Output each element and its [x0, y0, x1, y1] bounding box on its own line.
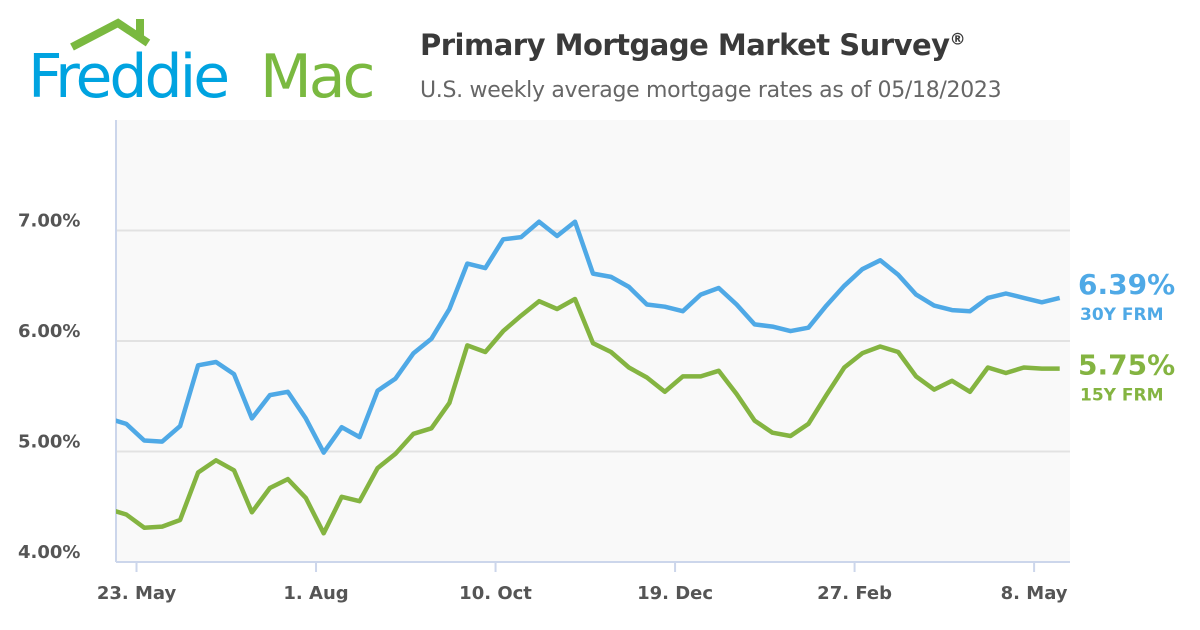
y-tick-label: 5.00% [18, 432, 80, 453]
x-tick-label: 1. Aug [283, 583, 348, 604]
y-tick-label: 6.00% [18, 321, 80, 342]
x-tick-label: 23. May [97, 583, 177, 604]
y-tick-label: 4.00% [18, 542, 80, 563]
series-end-value: 6.39% [1078, 268, 1175, 301]
svg-text:Freddie: Freddie [28, 42, 227, 105]
x-tick-label: 10. Oct [459, 583, 532, 604]
chart-subtitle: U.S. weekly average mortgage rates as of… [420, 78, 1002, 103]
series-line-15y-frm [116, 296, 1060, 536]
freddie-mac-logo: Freddie Mac [28, 18, 376, 105]
x-tick-label: 8. May [1001, 583, 1068, 604]
series-name-label: 15Y FRM [1080, 386, 1164, 406]
series-name-label: 30Y FRM [1080, 305, 1164, 325]
chart-title: Primary Mortgage Market Survey® [420, 28, 966, 62]
series-end-value: 5.75% [1078, 349, 1175, 382]
y-tick-label: 7.00% [18, 211, 80, 232]
x-tick-label: 19. Dec [637, 583, 713, 604]
svg-text:Mac: Mac [260, 42, 373, 105]
series-line-30y-frm [116, 219, 1061, 455]
x-tick-label: 27. Feb [817, 583, 892, 604]
